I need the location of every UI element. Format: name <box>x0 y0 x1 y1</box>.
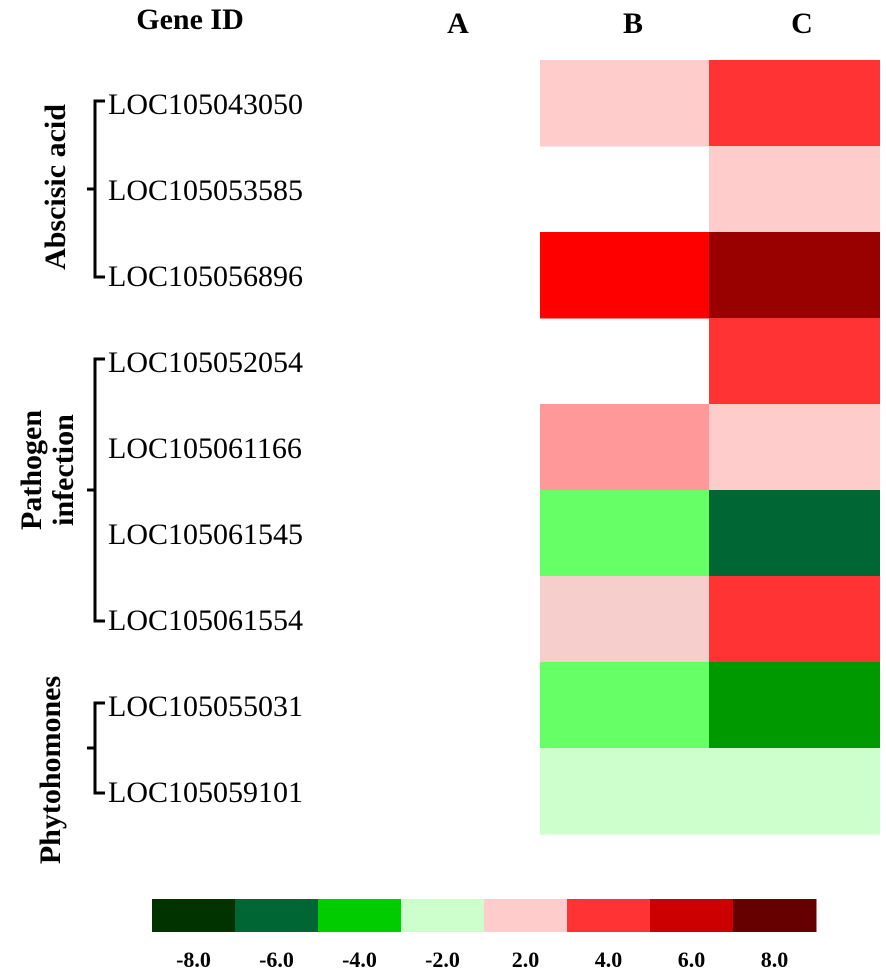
legend-swatch <box>318 899 402 932</box>
heatmap-cell <box>709 748 880 835</box>
group-bracket <box>87 701 105 795</box>
gene-label: LOC105053585 <box>108 174 303 207</box>
group-label: Phytohomones <box>34 676 67 864</box>
gene-id-header: Gene ID <box>136 3 244 36</box>
heatmap-cell <box>540 662 711 749</box>
heatmap-cell <box>540 576 711 663</box>
legend-tick-label: 4.0 <box>595 947 623 972</box>
gene-label: LOC105056896 <box>108 260 303 293</box>
legend-tick-label: -6.0 <box>259 947 294 972</box>
heatmap-cell <box>540 60 711 147</box>
legend-swatch <box>152 899 236 932</box>
gene-label: LOC105052054 <box>108 346 303 379</box>
legend-swatch <box>650 899 734 932</box>
legend-tick-label: -2.0 <box>425 947 460 972</box>
group-label: Abscisic acid <box>39 104 72 270</box>
group-label: Pathogeninfection <box>15 410 80 530</box>
heatmap-cell <box>709 60 880 147</box>
legend-tick-label: 8.0 <box>761 947 789 972</box>
heatmap-cell <box>540 748 711 835</box>
legend-swatch <box>733 899 817 932</box>
heatmap-cell <box>709 318 880 405</box>
group-bracket <box>87 99 105 279</box>
legend-swatch <box>401 899 485 932</box>
legend-tick-label: 6.0 <box>678 947 706 972</box>
heatmap-cell <box>540 404 711 491</box>
legend-tick-label: -8.0 <box>176 947 211 972</box>
column-header-a: A <box>447 7 469 40</box>
gene-label: LOC105061554 <box>108 604 303 637</box>
heatmap-cell <box>709 662 880 749</box>
gene-label: LOC105055031 <box>108 690 303 723</box>
column-header-b: B <box>623 7 643 40</box>
heatmap-cell <box>709 404 880 491</box>
gene-label: LOC105061166 <box>108 432 302 465</box>
column-header-c: C <box>791 7 813 40</box>
legend-tick-label: 2.0 <box>512 947 540 972</box>
heatmap-cell <box>709 146 880 233</box>
gene-label: LOC105043050 <box>108 88 303 121</box>
legend-swatch <box>567 899 651 932</box>
heatmap-cell <box>540 232 711 319</box>
heatmap-cell <box>709 490 880 577</box>
heatmap-cell <box>709 576 880 663</box>
legend-swatch <box>484 899 568 932</box>
group-bracket <box>87 357 105 623</box>
legend-swatch <box>235 899 319 932</box>
heatmap-cell <box>709 232 880 319</box>
heatmap-cell <box>540 490 711 577</box>
gene-label: LOC105061545 <box>108 518 303 551</box>
gene-label: LOC105059101 <box>108 776 303 809</box>
legend-tick-label: -4.0 <box>342 947 377 972</box>
